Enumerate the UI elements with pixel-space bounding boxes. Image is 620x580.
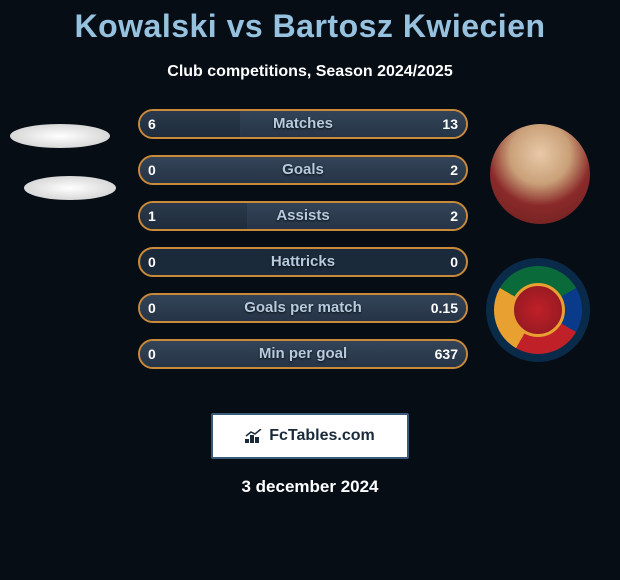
chart-icon [245,429,263,443]
attribution-text: FcTables.com [269,427,375,445]
stat-value-right: 637 [435,341,458,367]
club-badge [486,258,590,362]
stat-value-right: 0.15 [431,295,458,321]
stat-value-right: 2 [450,203,458,229]
chart-date: 3 december 2024 [0,477,620,497]
stat-value-right: 0 [450,249,458,275]
stat-bar-goals-per-match: 0Goals per match0.15 [138,293,468,323]
subtitle: Club competitions, Season 2024/2025 [0,63,620,81]
stat-value-right: 2 [450,157,458,183]
player-right-photo [490,124,590,224]
player-left-placeholder-2 [24,176,116,200]
stat-label: Assists [140,203,466,229]
bars-container: 6Matches130Goals21Assists20Hattricks00Go… [138,109,468,385]
stat-bar-hattricks: 0Hattricks0 [138,247,468,277]
stat-bar-matches: 6Matches13 [138,109,468,139]
stat-bar-assists: 1Assists2 [138,201,468,231]
stat-label: Goals per match [140,295,466,321]
player-left-placeholder-1 [10,124,110,148]
attribution-link[interactable]: FcTables.com [211,413,409,459]
stat-label: Matches [140,111,466,137]
stat-label: Min per goal [140,341,466,367]
stat-value-right: 13 [442,111,458,137]
stat-label: Hattricks [140,249,466,275]
stat-bar-goals: 0Goals2 [138,155,468,185]
page-title: Kowalski vs Bartosz Kwiecien [0,0,620,45]
stat-bar-min-per-goal: 0Min per goal637 [138,339,468,369]
stat-label: Goals [140,157,466,183]
